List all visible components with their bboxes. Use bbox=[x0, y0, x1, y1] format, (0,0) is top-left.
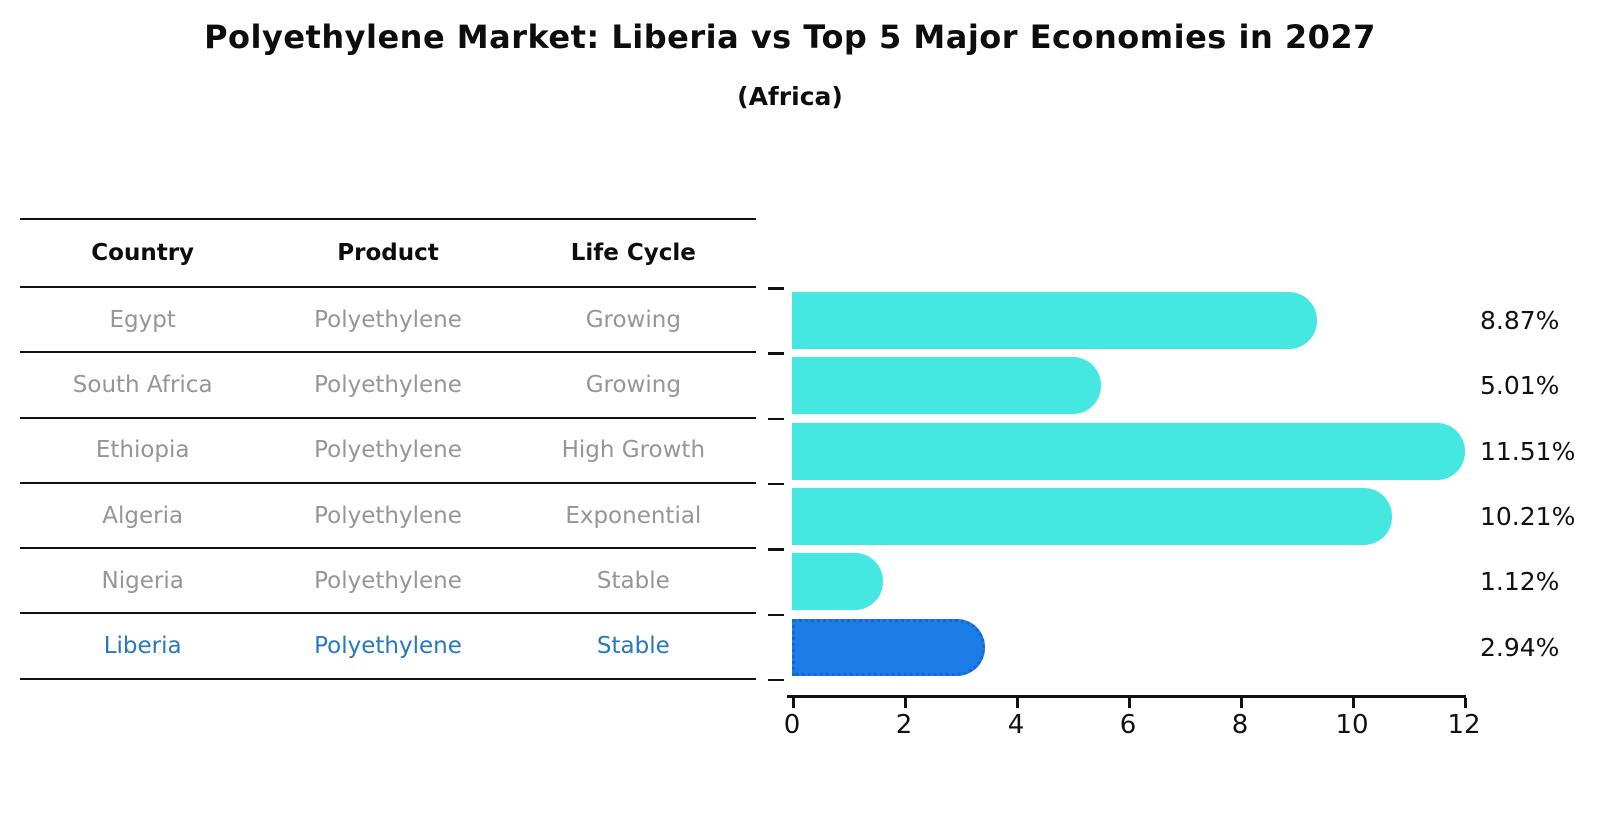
x-axis-tick-label: 6 bbox=[1119, 710, 1137, 740]
life-cycle-cell: High Growth bbox=[561, 437, 706, 464]
y-axis-tick bbox=[768, 287, 784, 290]
y-axis-tick bbox=[768, 548, 784, 551]
x-axis-tick bbox=[792, 698, 795, 708]
country-cell: Ethiopia bbox=[95, 437, 190, 464]
column-header-country: Country bbox=[91, 240, 195, 266]
country-table: Country Product Life Cycle Egypt Polyethy… bbox=[20, 218, 756, 680]
bar bbox=[792, 357, 1101, 415]
product-cell: Polyethylene bbox=[314, 633, 462, 660]
x-axis-tick-label: 12 bbox=[1447, 710, 1481, 740]
country-cell: Liberia bbox=[103, 633, 182, 660]
x-axis-tick bbox=[1016, 698, 1019, 708]
table-row: Algeria Polyethylene Exponential bbox=[20, 484, 756, 550]
y-axis-tick bbox=[768, 417, 784, 421]
x-axis-tick-label: 10 bbox=[1335, 710, 1369, 740]
bar-highlight bbox=[792, 618, 985, 676]
bars-area bbox=[792, 288, 1492, 680]
product-cell: Polyethylene bbox=[314, 437, 462, 464]
bar bbox=[792, 422, 1465, 480]
bar-value-label: 11.51% bbox=[1480, 436, 1576, 466]
chart-title: Polyethylene Market: Liberia vs Top 5 Ma… bbox=[204, 18, 1376, 56]
bar bbox=[792, 487, 1392, 545]
life-cycle-cell: Stable bbox=[596, 567, 670, 594]
bar-value-label: 10.21% bbox=[1480, 502, 1576, 532]
product-cell: Polyethylene bbox=[314, 371, 462, 398]
x-axis-tick bbox=[1464, 698, 1467, 708]
table-row: Egypt Polyethylene Growing bbox=[20, 288, 756, 354]
country-cell: South Africa bbox=[72, 371, 213, 398]
bar-value-label: 5.01% bbox=[1480, 371, 1560, 401]
bar bbox=[792, 292, 1317, 349]
table-row: Liberia Polyethylene Stable bbox=[20, 614, 756, 680]
y-axis-tick bbox=[768, 613, 784, 617]
y-axis-tick bbox=[768, 482, 784, 486]
x-axis-tick-label: 2 bbox=[895, 710, 913, 740]
x-axis-tick bbox=[904, 698, 907, 708]
table-header-row: Country Product Life Cycle bbox=[20, 218, 756, 288]
x-axis-tick-label: 8 bbox=[1231, 710, 1249, 740]
country-cell: Algeria bbox=[102, 502, 184, 529]
x-axis-tick-label: 0 bbox=[783, 710, 801, 740]
life-cycle-cell: Stable bbox=[596, 633, 670, 660]
bar-value-label: 2.94% bbox=[1480, 632, 1560, 662]
country-cell: Egypt bbox=[109, 306, 176, 333]
chart-subtitle: (Africa) bbox=[737, 82, 843, 111]
life-cycle-cell: Exponential bbox=[565, 502, 702, 529]
table-row: Ethiopia Polyethylene High Growth bbox=[20, 419, 756, 484]
x-axis-tick bbox=[1128, 698, 1131, 708]
life-cycle-cell: Growing bbox=[585, 371, 681, 398]
x-axis-line bbox=[787, 695, 1466, 698]
x-axis-tick bbox=[1352, 698, 1355, 708]
product-cell: Polyethylene bbox=[314, 567, 462, 594]
y-axis-tick bbox=[768, 352, 784, 355]
column-header-life-cycle: Life Cycle bbox=[570, 240, 696, 266]
bar-value-label: 8.87% bbox=[1480, 306, 1560, 336]
life-cycle-cell: Growing bbox=[585, 306, 681, 333]
product-cell: Polyethylene bbox=[314, 502, 462, 529]
table-body: Egypt Polyethylene Growing South Africa Poly… bbox=[20, 288, 756, 680]
y-axis-tick bbox=[768, 678, 784, 682]
bar-value-label: 1.12% bbox=[1480, 567, 1560, 597]
column-header-product: Product bbox=[337, 240, 439, 266]
product-cell: Polyethylene bbox=[314, 306, 462, 333]
country-cell: Nigeria bbox=[101, 567, 184, 594]
bar bbox=[792, 553, 883, 611]
x-axis-tick-label: 4 bbox=[1007, 710, 1025, 740]
x-axis-tick bbox=[1240, 698, 1243, 708]
table-row: South Africa Polyethylene Growing bbox=[20, 353, 756, 419]
table-row: Nigeria Polyethylene Stable bbox=[20, 549, 756, 615]
